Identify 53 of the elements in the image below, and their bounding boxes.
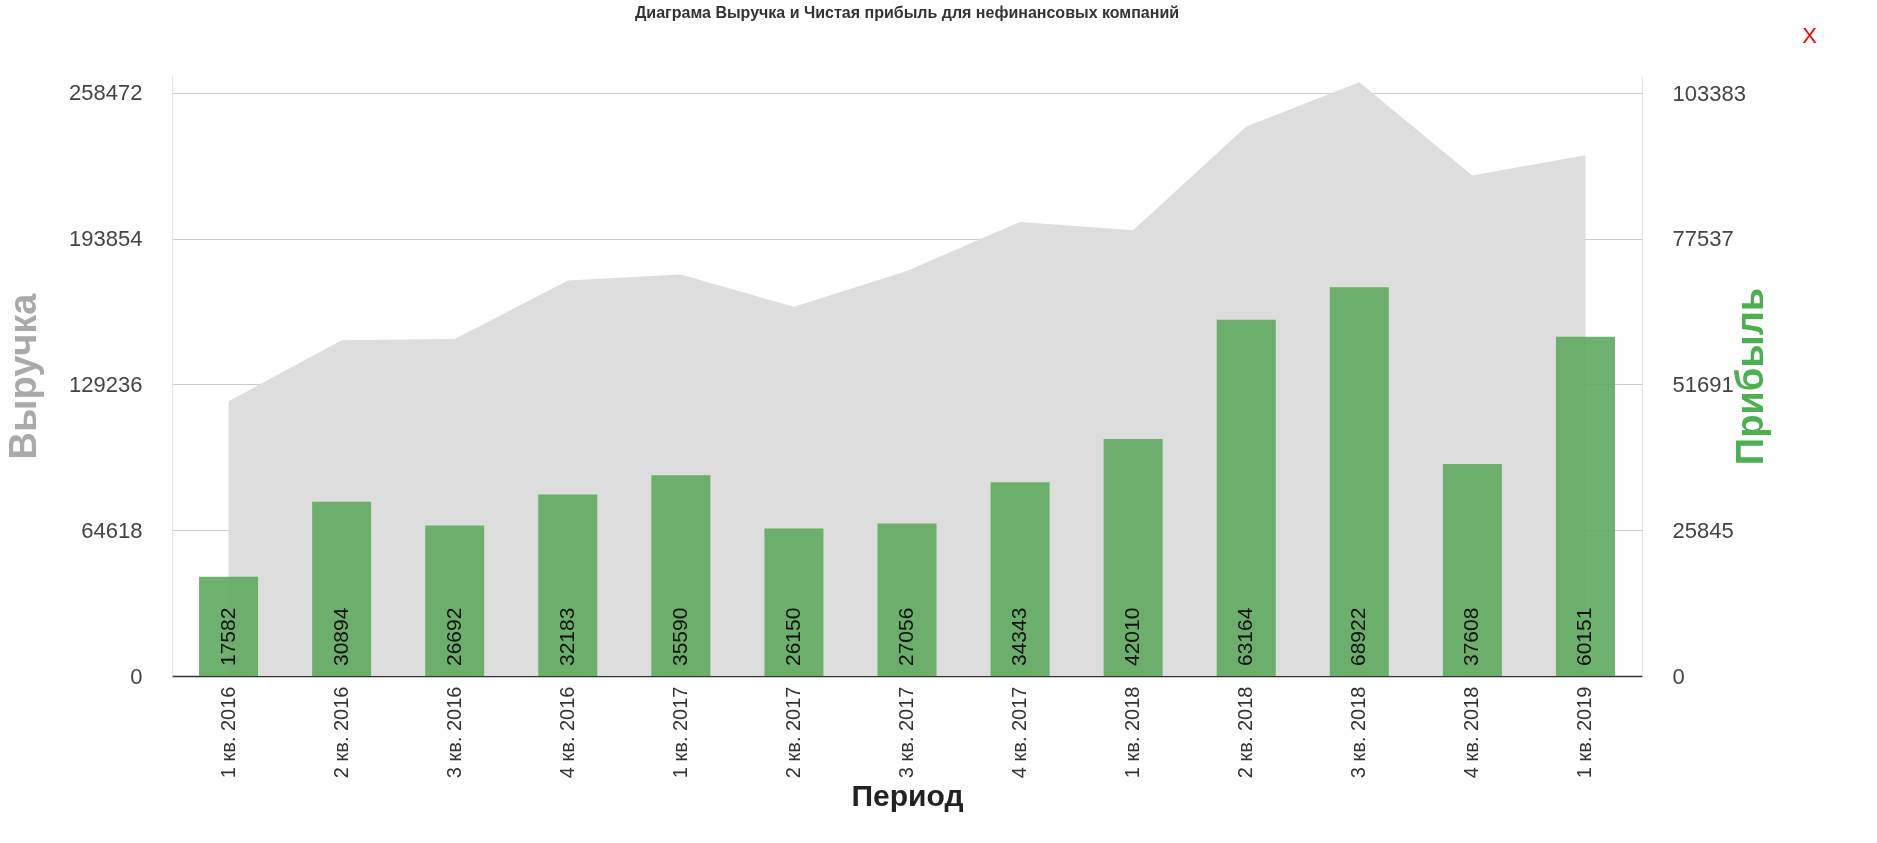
- y2-tick-label: 0: [1672, 663, 1685, 689]
- bar: [1103, 439, 1163, 676]
- y-axis-title: Выручка: [2, 292, 45, 460]
- bar: [1442, 463, 1502, 676]
- x-tick-label: 4 кв. 2018: [1460, 686, 1483, 779]
- y2-tick-label: 77537: [1672, 226, 1734, 252]
- x-tick-label: 1 кв. 2016: [216, 686, 239, 779]
- x-tick-label: 2 кв. 2017: [781, 686, 804, 779]
- y2-tick-label: 51691: [1672, 372, 1734, 398]
- text: X: [1802, 23, 1818, 48]
- x-tick-label: 2 кв. 2016: [329, 686, 352, 779]
- x-tick-label: 2 кв. 2018: [1234, 686, 1257, 779]
- bar: [877, 523, 937, 676]
- data-label: 60151: [1572, 607, 1596, 666]
- x-tick-label: 3 кв. 2017: [895, 686, 917, 779]
- bar: [199, 576, 259, 676]
- data-label: 35590: [667, 607, 691, 666]
- bar: [538, 494, 598, 676]
- bar: [1329, 287, 1389, 676]
- y2-tick-label: 103383: [1672, 80, 1746, 106]
- x-tick-label: 4 кв. 2017: [1008, 686, 1031, 779]
- data-label: 63164: [1233, 607, 1257, 666]
- data-label: 34343: [1007, 607, 1031, 666]
- bar: [651, 475, 711, 676]
- bar: [312, 501, 372, 676]
- chart-title: Диаграма Выручка и Чистая прибыль для нефинансовых компаний: [634, 4, 1180, 21]
- y-tick-label: 258472: [69, 80, 143, 106]
- data-label: 42010: [1120, 607, 1144, 666]
- data-label: 26150: [780, 607, 804, 666]
- x-axis-title: Период: [851, 779, 964, 813]
- x-tick-label: 1 кв. 2017: [668, 686, 691, 779]
- y-tick-label: 193854: [69, 226, 143, 252]
- y2-tick-label: 25845: [1672, 517, 1734, 543]
- x-tick-label: 1 кв. 2018: [1121, 686, 1144, 779]
- data-label: 30894: [328, 607, 352, 666]
- data-label: 32183: [554, 607, 578, 666]
- data-label: 26692: [441, 607, 465, 666]
- data-label: 68922: [1346, 607, 1370, 666]
- bar: [425, 525, 485, 676]
- y-tick-label: 64618: [81, 517, 143, 543]
- bar: [764, 528, 824, 676]
- x-tick-label: 1 кв. 2019: [1573, 686, 1596, 779]
- y-tick-label: 0: [130, 663, 143, 689]
- x-tick-label: 4 кв. 2016: [555, 686, 578, 779]
- x-tick-label: 3 кв. 2018: [1347, 686, 1370, 779]
- x-tick-label: 3 кв. 2016: [442, 686, 465, 779]
- data-label: 17582: [215, 607, 239, 666]
- data-label: 27056: [894, 607, 917, 666]
- bar: [1216, 319, 1276, 676]
- y-tick-label: 129236: [69, 371, 143, 397]
- bar: [990, 482, 1050, 676]
- bar: [1555, 336, 1615, 676]
- data-label: 37608: [1459, 607, 1483, 666]
